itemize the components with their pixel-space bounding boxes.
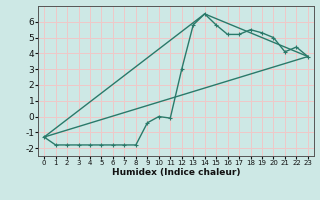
X-axis label: Humidex (Indice chaleur): Humidex (Indice chaleur) — [112, 168, 240, 177]
